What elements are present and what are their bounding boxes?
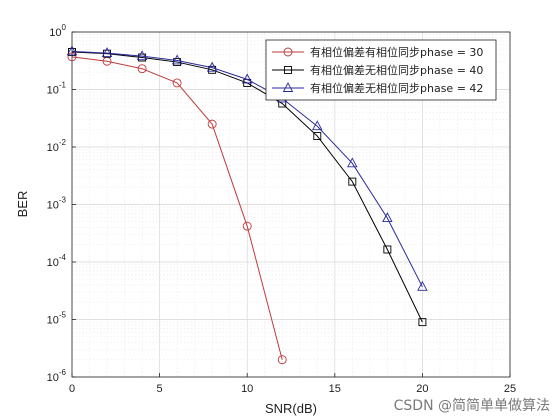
- y-tick-label: 10-4: [47, 253, 67, 269]
- data-point-triangle: [66, 45, 78, 56]
- data-point-triangle: [417, 280, 428, 291]
- data-point-square: [383, 245, 392, 254]
- data-point-triangle: [171, 54, 183, 65]
- y-tick-label: 10-6: [47, 368, 67, 384]
- legend: 有相位偏差有相位同步phase = 30 有相位偏差无相位同步phase = 40…: [265, 39, 497, 101]
- legend-marker-triangle: [282, 82, 294, 92]
- data-point-triangle: [347, 157, 358, 168]
- y-tick-label: 10-5: [47, 311, 67, 327]
- x-axis-label: SNR(dB): [265, 401, 317, 416]
- y-tick-label: 10-3: [47, 196, 67, 212]
- y-tick-label: 10-1: [47, 81, 67, 97]
- data-point-circle: [172, 78, 182, 88]
- x-tick-label: 15: [329, 383, 341, 395]
- data-point-square: [313, 132, 322, 141]
- data-point-triangle: [101, 47, 113, 58]
- data-point-circle: [277, 355, 287, 365]
- legend-marker-square: [284, 66, 292, 74]
- data-point-square: [348, 177, 357, 186]
- data-point-square: [418, 318, 427, 327]
- data-point-triangle: [206, 61, 218, 72]
- x-tick-label: 25: [504, 383, 516, 395]
- legend-item: 有相位偏差有相位同步phase = 30: [272, 45, 483, 59]
- axis-ticks: 0 5 10 15 20 25 10-6 10-5 10-4 10-3 10-2 10-1 100: [47, 23, 517, 395]
- watermark: CSDN @简简单单做算法: [393, 398, 550, 414]
- data-point-triangle: [136, 50, 148, 61]
- data-point-triangle: [241, 73, 253, 84]
- series-3: [66, 45, 428, 291]
- legend-label: 有相位偏差有相位同步phase = 30: [310, 45, 483, 59]
- data-point-triangle: [382, 212, 393, 223]
- data-point-circle: [67, 52, 77, 62]
- legend-box: [265, 39, 497, 101]
- legend-marker-circle: [283, 47, 293, 57]
- legend-item: 有相位偏差无相位同步phase = 40: [272, 63, 483, 77]
- data-point-circle: [242, 221, 252, 231]
- data-point-triangle: [312, 120, 323, 131]
- y-tick-label: 100: [49, 23, 66, 39]
- series-line: [71, 56, 283, 360]
- x-tick-label: 10: [241, 383, 253, 395]
- legend-label: 有相位偏差无相位同步phase = 42: [310, 81, 483, 95]
- series-line: [71, 50, 423, 288]
- y-axis-label: BER: [15, 191, 30, 218]
- data-point-circle: [137, 64, 147, 74]
- x-tick-label: 0: [69, 383, 75, 395]
- legend-item: 有相位偏差无相位同步phase = 42: [272, 81, 483, 95]
- x-tick-label: 20: [416, 383, 428, 395]
- legend-label: 有相位偏差无相位同步phase = 40: [310, 63, 483, 77]
- data-point-circle: [207, 119, 217, 129]
- data-series: [66, 45, 428, 365]
- x-tick-label: 5: [157, 383, 163, 395]
- y-tick-label: 10-2: [47, 138, 67, 154]
- series-1: [67, 52, 287, 365]
